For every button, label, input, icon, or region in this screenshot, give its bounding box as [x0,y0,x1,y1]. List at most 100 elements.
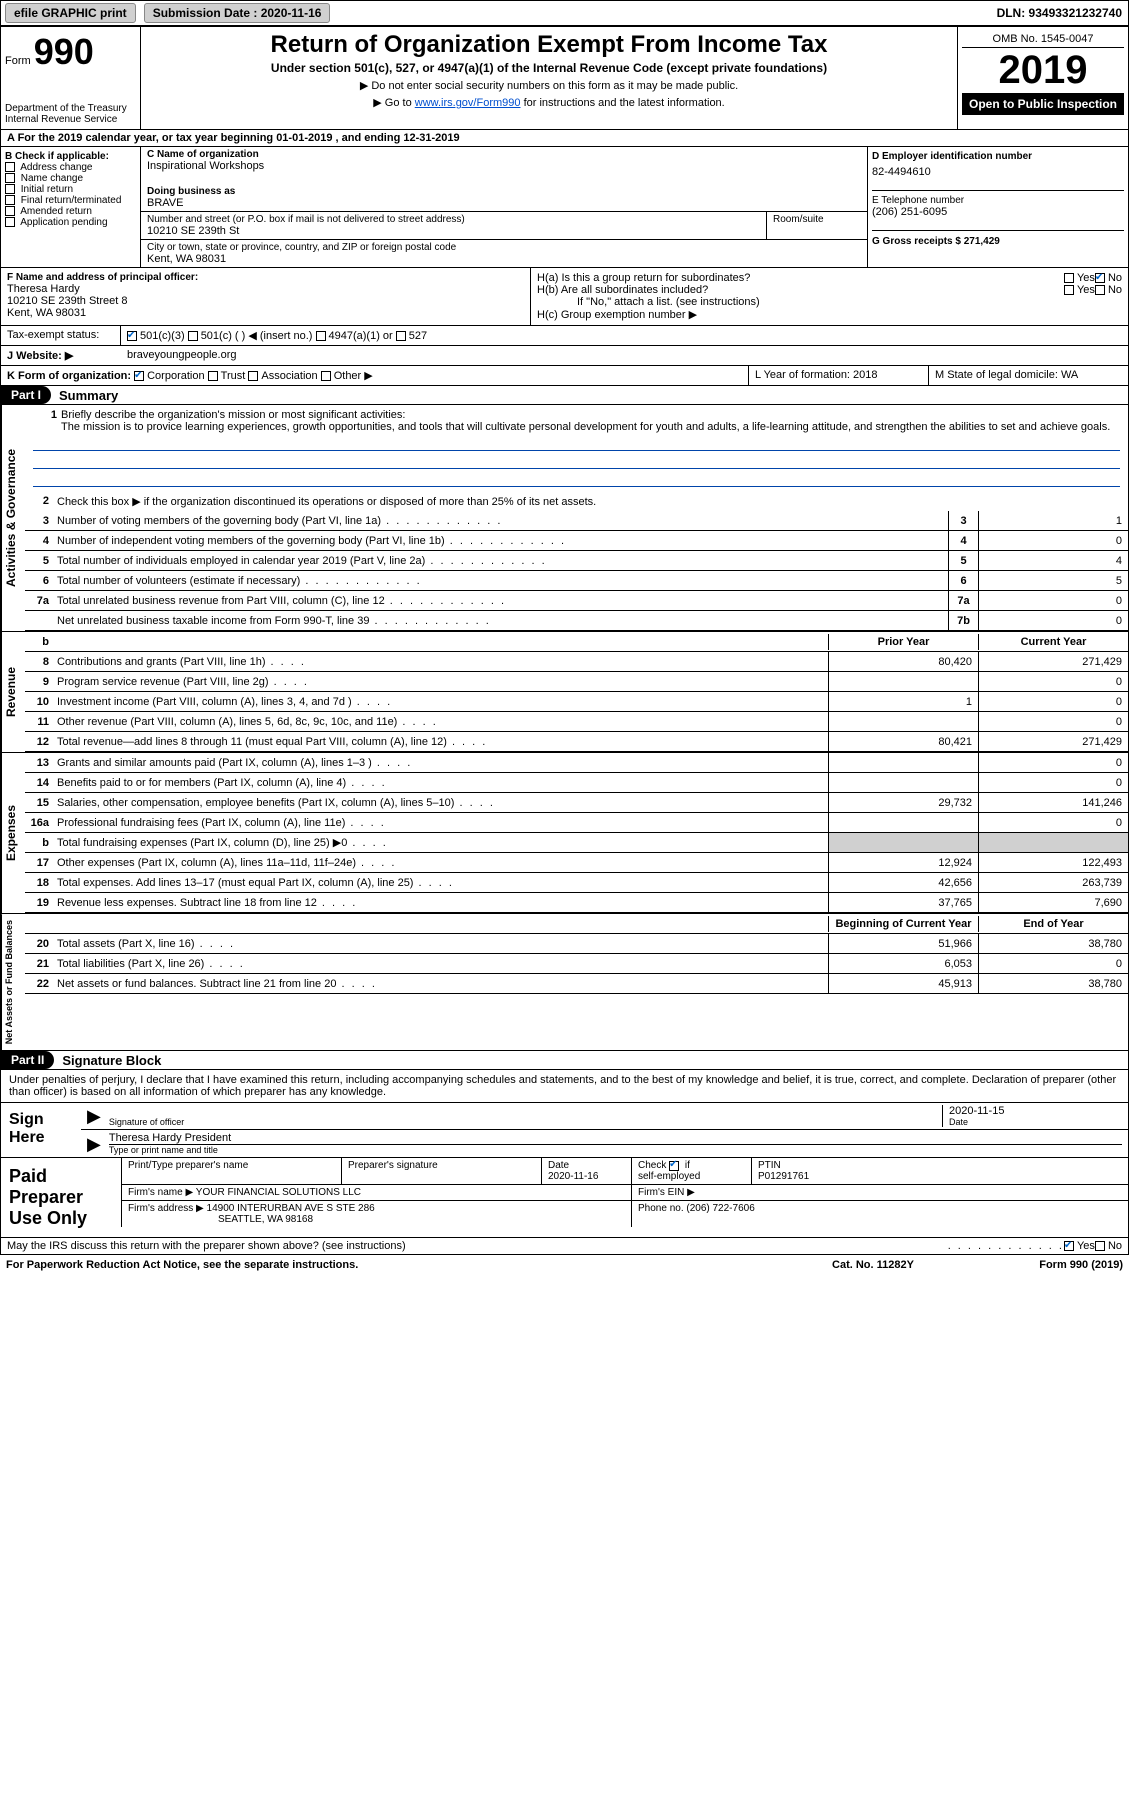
summary-row-21: 21Total liabilities (Part X, line 26)6,0… [25,954,1128,974]
form-header: Form 990 Department of the Treasury Inte… [0,27,1129,130]
discuss-yes-checkbox[interactable] [1064,1241,1074,1251]
summary-row-7b: Net unrelated business taxable income fr… [25,611,1128,631]
summary-row-4: 4Number of independent voting members of… [25,531,1128,551]
form-subtitle: Under section 501(c), 527, or 4947(a)(1)… [145,61,953,75]
summary-row-8: 8Contributions and grants (Part VIII, li… [25,652,1128,672]
discuss-no-checkbox[interactable] [1095,1241,1105,1251]
checkbox-address-change[interactable] [5,162,15,172]
summary-row-12: 12Total revenue—add lines 8 through 11 (… [25,732,1128,752]
org-street: 10210 SE 239th St [147,225,760,237]
summary-row-18: 18Total expenses. Add lines 13–17 (must … [25,873,1128,893]
firm-name: YOUR FINANCIAL SOLUTIONS LLC [196,1187,361,1198]
paid-preparer-block: Paid Preparer Use Only Print/Type prepar… [1,1157,1128,1237]
ptin-value: P01291761 [758,1171,809,1182]
vtab-revenue: Revenue [1,632,25,752]
col-b-checkboxes: B Check if applicable: Address change Na… [1,147,141,267]
form-number: 990 [34,31,94,72]
note-link: ▶ Go to www.irs.gov/Form990 for instruct… [145,96,953,109]
col-d-ein: D Employer identification number 82-4494… [868,147,1128,267]
form-label: Form [5,55,31,67]
summary-row-16a: 16aProfessional fundraising fees (Part I… [25,813,1128,833]
summary-row-22: 22Net assets or fund balances. Subtract … [25,974,1128,994]
summary-row-19: 19Revenue less expenses. Subtract line 1… [25,893,1128,913]
website-row: J Website: ▶ braveyoungpeople.org [0,346,1129,366]
tax-year: 2019 [962,48,1124,93]
summary-row-3: 3Number of voting members of the governi… [25,511,1128,531]
corp-checkbox[interactable] [134,371,144,381]
hb-yes-checkbox[interactable] [1064,285,1074,295]
summary-row-11: 11Other revenue (Part VIII, column (A), … [25,712,1128,732]
vtab-expenses: Expenses [1,753,25,913]
org-info-block: B Check if applicable: Address change Na… [0,147,1129,268]
summary-row-b: bTotal fundraising expenses (Part IX, co… [25,833,1128,853]
gross-receipts: G Gross receipts $ 271,429 [872,236,1000,247]
phone-value: (206) 251-6095 [872,206,1124,218]
ha-yes-checkbox[interactable] [1064,273,1074,283]
summary-row-20: 20Total assets (Part X, line 16)51,96638… [25,934,1128,954]
officer-group-block: F Name and address of principal officer:… [0,268,1129,326]
summary-row-17: 17Other expenses (Part IX, column (A), l… [25,853,1128,873]
firm-city: SEATTLE, WA 98168 [128,1214,313,1225]
inspection-box: Open to Public Inspection [962,93,1124,115]
officer-name-title: Theresa Hardy President [109,1132,1122,1145]
summary-row-5: 5Total number of individuals employed in… [25,551,1128,571]
ein-value: 82-4494610 [872,166,1124,178]
footer-note: For Paperwork Reduction Act Notice, see … [0,1255,1129,1275]
omb-number: OMB No. 1545-0047 [962,31,1124,48]
firm-addr: 14900 INTERURBAN AVE S STE 286 [207,1203,375,1214]
sign-here-label: Sign Here [1,1103,81,1157]
efile-print-button[interactable]: efile GRAPHIC print [5,3,136,23]
501c-checkbox[interactable] [188,331,198,341]
summary-row-6: 6Total number of volunteers (estimate if… [25,571,1128,591]
org-dba: BRAVE [147,197,861,209]
tax-status-row: Tax-exempt status: 501(c)(3) 501(c) ( ) … [0,326,1129,346]
summary-row-9: 9Program service revenue (Part VIII, lin… [25,672,1128,692]
org-city: Kent, WA 98031 [147,253,861,265]
paid-preparer-label: Paid Preparer Use Only [1,1158,121,1237]
top-bar: efile GRAPHIC print Submission Date : 20… [0,0,1129,27]
vtab-netassets: Net Assets or Fund Balances [1,914,25,1050]
self-employed-checkbox[interactable] [669,1161,679,1171]
vtab-activities: Activities & Governance [1,405,25,631]
revenue-section: Revenue b Prior Year Current Year 8Contr… [0,632,1129,753]
527-checkbox[interactable] [396,331,406,341]
checkbox-amended-return[interactable] [5,206,15,216]
arrow-icon: ▶ [87,1134,101,1155]
summary-row-15: 15Salaries, other compensation, employee… [25,793,1128,813]
year-formation: L Year of formation: 2018 [748,366,928,385]
checkbox-final-return-terminated[interactable] [5,195,15,205]
activities-governance-section: Activities & Governance 1 Briefly descri… [0,405,1129,632]
form-title: Return of Organization Exempt From Incom… [145,31,953,59]
checkbox-name-change[interactable] [5,173,15,183]
part2-header: Part II Signature Block [0,1051,1129,1070]
checkbox-initial-return[interactable] [5,184,15,194]
website-value: braveyoungpeople.org [121,346,1128,365]
dept-label: Department of the Treasury Internal Reve… [5,103,136,125]
firm-phone: Phone no. (206) 722-7606 [631,1201,1128,1227]
netassets-section: Net Assets or Fund Balances Beginning of… [0,914,1129,1051]
org-name: Inspirational Workshops [147,160,861,172]
summary-row-10: 10Investment income (Part VIII, column (… [25,692,1128,712]
trust-checkbox[interactable] [208,371,218,381]
officer-name: Theresa Hardy [7,283,524,295]
expenses-section: Expenses 13Grants and similar amounts pa… [0,753,1129,914]
hb-no-checkbox[interactable] [1095,285,1105,295]
ha-no-checkbox[interactable] [1095,273,1105,283]
discuss-row: May the IRS discuss this return with the… [0,1238,1129,1255]
form-org-row: K Form of organization: Corporation Trus… [0,366,1129,386]
col-c-orgdata: C Name of organization Inspirational Wor… [141,147,868,267]
assoc-checkbox[interactable] [248,371,258,381]
note-ssn: ▶ Do not enter social security numbers o… [145,79,953,92]
officer-addr: 10210 SE 239th Street 8 [7,295,524,307]
summary-row-13: 13Grants and similar amounts paid (Part … [25,753,1128,773]
mission-text: The mission is to provice learning exper… [33,421,1120,433]
other-checkbox[interactable] [321,371,331,381]
submission-date-button[interactable]: Submission Date : 2020-11-16 [144,3,331,23]
irs-link[interactable]: www.irs.gov/Form990 [415,97,521,109]
summary-row-7a: 7aTotal unrelated business revenue from … [25,591,1128,611]
state-domicile: M State of legal domicile: WA [928,366,1128,385]
checkbox-application-pending[interactable] [5,217,15,227]
4947-checkbox[interactable] [316,331,326,341]
arrow-icon: ▶ [87,1106,101,1127]
501c3-checkbox[interactable] [127,331,137,341]
